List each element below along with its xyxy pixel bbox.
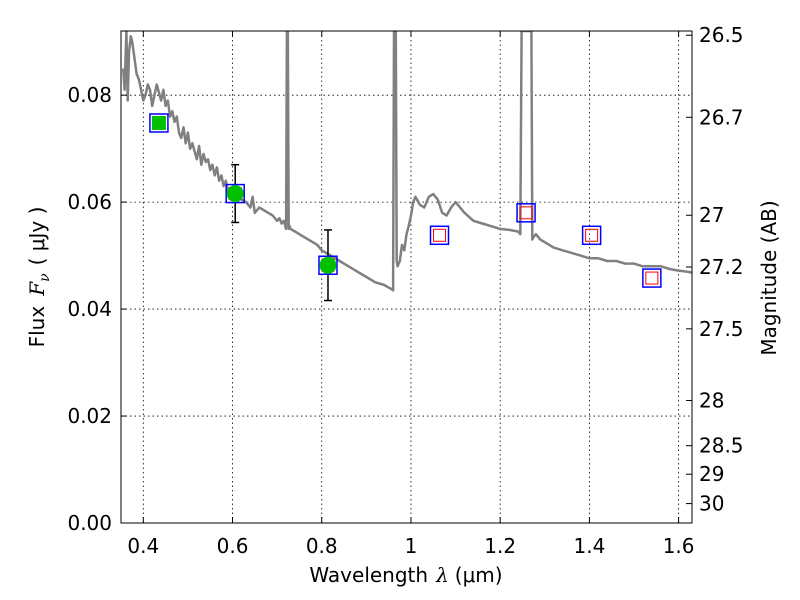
y-axis-label: Flux (25, 306, 49, 348)
y-tick-label: 0.00 (67, 511, 112, 535)
y2-axis-label: Magnitude (AB) (757, 200, 781, 355)
x-axis-unit: (μm) (455, 563, 503, 587)
model-box-marker (642, 268, 662, 288)
y2-tick-label: 26.5 (699, 23, 744, 47)
observed-point (319, 256, 337, 274)
y2-tick-label: 28 (699, 388, 724, 412)
plot-frame (120, 30, 693, 524)
model-box-marker (516, 203, 536, 223)
y-axis-title: Flux Fν ( μJy ) (25, 207, 53, 348)
x-tick-label: 0.4 (127, 534, 159, 558)
model-box-marker (429, 225, 450, 246)
y-tick-label: 0.04 (67, 297, 112, 321)
model-photometry-marker (585, 228, 599, 242)
model-box-marker (581, 225, 602, 246)
x-tick-label: 1 (405, 534, 418, 558)
y2-tick-label: 27.2 (699, 255, 744, 279)
x-tick-label: 0.6 (217, 534, 249, 558)
y2-tick-label: 26.7 (699, 105, 744, 129)
x-axis-title: Wavelength λ (μm) (309, 563, 502, 587)
model-box-marker (149, 113, 169, 133)
sed-model-line (121, 31, 692, 292)
y-tick-label: 0.06 (67, 190, 112, 214)
y-axis-unit: ( μJy ) (25, 207, 49, 266)
x-tick-label: 1.4 (573, 534, 605, 558)
y-tick-label: 0.08 (67, 83, 112, 107)
observed-point (226, 185, 244, 203)
axis-ticks: 0.4 0.6 0.8 1 1.2 1.4 1.6 0.00 0.02 0.04 0.06 0.08 2… (67, 23, 743, 558)
model-photometry-marker (645, 271, 659, 285)
x-tick-label: 1.6 (663, 534, 695, 558)
model-photometry-marker (433, 228, 447, 242)
x-tick-label: 0.8 (306, 534, 338, 558)
model-box-marker (225, 183, 245, 204)
plot-series (121, 31, 692, 302)
y-tick-label: 0.02 (67, 404, 112, 428)
x-axis-label: Wavelength (309, 563, 428, 587)
observed-point (151, 115, 166, 130)
y2-tick-label: 29 (699, 462, 724, 486)
x-axis-symbol: λ (435, 563, 449, 587)
model-photometry-marker (519, 206, 533, 220)
x-tick-label: 1.2 (484, 534, 516, 558)
y-axis-symbol: F (25, 281, 49, 297)
y2-tick-label: 27 (699, 203, 724, 227)
y2-tick-label: 27.5 (699, 317, 744, 341)
y2-tick-label: 30 (699, 492, 724, 516)
y-axis-subscript: ν (37, 273, 53, 282)
model-box-marker (318, 255, 338, 275)
grid (121, 31, 692, 523)
y2-tick-label: 28.5 (699, 434, 744, 458)
